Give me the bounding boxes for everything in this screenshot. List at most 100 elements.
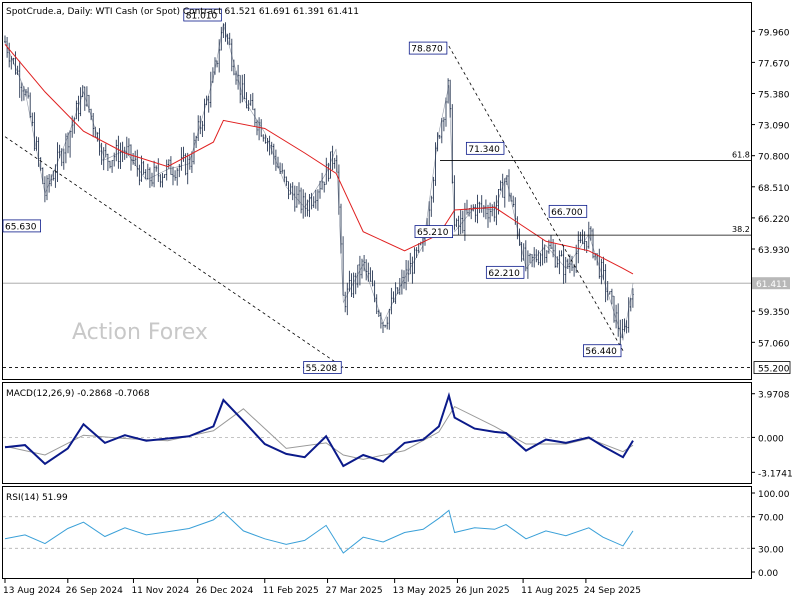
price-bar [455, 218, 458, 228]
price-bar [189, 155, 191, 170]
price-bar [235, 70, 237, 85]
price-bar [495, 195, 498, 226]
price-bar [111, 160, 113, 173]
fib-level-label: 38.2 [732, 225, 750, 234]
x-tick-label: 26 Jun 2025 [455, 586, 509, 596]
price-bar [447, 78, 449, 104]
price-bar [409, 252, 412, 275]
price-bar [489, 202, 491, 223]
price-bar [14, 51, 17, 75]
price-bar [611, 288, 613, 305]
price-bar [546, 250, 548, 263]
price-bar [228, 32, 231, 46]
price-annotation-label: 78.870 [411, 45, 443, 55]
price-bar [161, 173, 164, 188]
price-bar [256, 119, 258, 136]
price-bar [285, 176, 288, 186]
price-bar [105, 143, 107, 158]
rsi-y-tick-label: 70.00 [758, 514, 784, 524]
macd-label: MACD(12,26,9) -0.2868 -0.7068 [6, 389, 150, 399]
price-bar [512, 195, 514, 208]
x-tick-label: 11 Aug 2025 [521, 586, 579, 596]
x-tick-label: 11 Feb 2025 [263, 586, 319, 596]
price-bar [249, 94, 252, 106]
price-bar [562, 245, 565, 284]
price-bar [128, 138, 130, 156]
price-annotation-label: 56.440 [585, 347, 617, 357]
price-bar [174, 170, 176, 181]
price-bar [115, 139, 118, 162]
price-bar [602, 256, 605, 280]
price-bar [363, 255, 365, 272]
price-bar [247, 100, 250, 111]
price-bar [65, 133, 67, 164]
price-bar [294, 185, 296, 212]
price-y-tick-label: 79.960 [758, 28, 790, 38]
price-bar [434, 142, 437, 186]
price-bar [533, 247, 535, 268]
support-price-box [753, 361, 791, 374]
price-bar [138, 164, 141, 186]
price-bar [77, 95, 80, 122]
price-bar [315, 189, 317, 209]
price-bar [361, 258, 363, 279]
price-bar [306, 199, 309, 217]
price-bar [312, 196, 315, 208]
price-bar [543, 244, 546, 264]
price-annotation-label: 62.210 [488, 269, 520, 279]
price-bar [296, 186, 298, 208]
price-bar [100, 142, 103, 165]
price-bar [443, 117, 445, 132]
price-bar [281, 163, 283, 174]
price-y-tick-label: 68.510 [758, 184, 790, 194]
rsi-y-tick-label: 100.00 [758, 490, 790, 500]
x-tick-label: 26 Sep 2024 [66, 586, 123, 596]
price-bar [207, 95, 210, 113]
price-bar [350, 273, 353, 297]
price-bar [609, 291, 611, 295]
price-bar [365, 259, 367, 281]
price-bar [394, 282, 397, 304]
price-y-tick-label: 75.380 [758, 90, 790, 100]
price-bar [252, 92, 254, 111]
macd-line [4, 392, 634, 468]
price-bar [632, 288, 634, 308]
macd-y-tick-label: 3.9708 [758, 391, 790, 401]
price-bar [386, 316, 388, 330]
fib-level-label: 61.8 [732, 150, 750, 159]
price-bar [487, 204, 489, 228]
price-y-tick-label: 63.930 [758, 246, 790, 256]
price-bar [346, 282, 349, 316]
price-bar [569, 254, 571, 274]
chart-header: SpotCrude.a, Daily: WTI Cash (or Spot) C… [6, 7, 359, 17]
price-bar [302, 189, 304, 219]
price-bar [625, 320, 628, 334]
x-tick-label: 26 Dec 2024 [196, 586, 254, 596]
price-bar [567, 258, 569, 269]
price-annotation-box [2, 219, 41, 233]
price-bar [155, 165, 157, 172]
price-bar [31, 112, 34, 127]
price-bar [210, 71, 212, 108]
price-bar [176, 167, 178, 186]
price-bar [348, 270, 351, 292]
price-bar [539, 252, 542, 267]
price-bar [21, 82, 23, 102]
price-annotation-box [183, 8, 222, 22]
price-annotation-label: 65.630 [5, 222, 37, 232]
macd-y-tick-label: -3.1741 [758, 469, 793, 479]
price-bar [50, 174, 52, 187]
price-bar [438, 134, 441, 139]
price-bar [478, 201, 481, 214]
price-bar [466, 199, 468, 215]
price-bar [79, 87, 82, 117]
price-bar [504, 178, 506, 208]
price-bar [102, 147, 105, 171]
price-bar [149, 167, 151, 188]
price-bar [270, 141, 273, 155]
price-bar [264, 134, 267, 144]
price-annotation-box [303, 361, 342, 374]
price-bar [18, 60, 21, 98]
price-bar [630, 297, 632, 312]
